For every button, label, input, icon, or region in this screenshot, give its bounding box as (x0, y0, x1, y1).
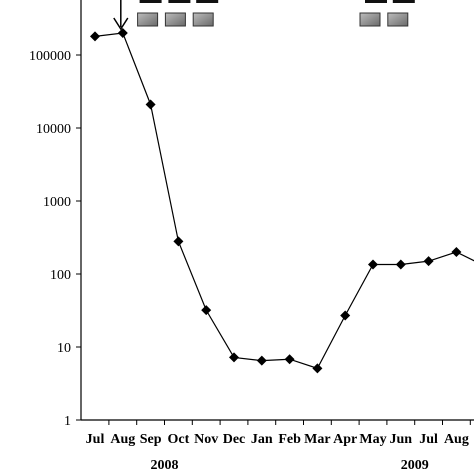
data-point-marker (368, 259, 378, 270)
data-point-marker (256, 355, 267, 366)
year-label: 2009 (401, 458, 429, 473)
data-point-marker (201, 305, 212, 316)
treatment-box (359, 12, 381, 27)
x-tick-label: Mar (304, 432, 330, 447)
data-point-marker (284, 354, 295, 365)
cutoff-label-fragment (365, 0, 387, 3)
data-point-marker (173, 236, 184, 247)
x-tick-label: Sep (140, 432, 162, 447)
y-tick-label: 1 (64, 414, 71, 429)
x-tick-label: Jul (86, 432, 105, 447)
x-tick-label: Jul (419, 432, 438, 447)
tick-labels: 1 10 100 1000 10000 100000 Jul Aug Sep Oct Nov Dec J… (29, 49, 469, 473)
x-tick-label: Dec (223, 432, 246, 447)
x-tick-label: Feb (278, 432, 301, 447)
data-point-marker (229, 352, 239, 363)
year-label: 2008 (151, 458, 179, 473)
y-tick-label: 1000 (43, 195, 71, 210)
data-point-marker (145, 99, 156, 110)
treatment-box (192, 12, 214, 27)
x-tick-label: Nov (194, 432, 218, 447)
data-point-marker (423, 256, 434, 267)
data-point-marker (451, 247, 462, 258)
arrow-head (113, 17, 129, 31)
data-point-marker (395, 259, 406, 270)
cutoff-label-fragment (168, 0, 191, 3)
data-point-marker (312, 363, 323, 374)
data-series (90, 28, 474, 374)
cutoff-label-fragment (196, 0, 219, 3)
x-tick-label: Oct (168, 432, 190, 447)
axes (76, 0, 474, 425)
annotation-layer (113, 0, 415, 31)
cutoff-label-fragment (392, 0, 415, 3)
treatment-box (387, 12, 409, 27)
x-tick-label: Aug (110, 432, 135, 447)
x-tick-label: Jan (251, 432, 273, 447)
treatment-box (164, 12, 186, 27)
data-point-marker (340, 310, 351, 321)
treatment-box (137, 12, 159, 27)
cutoff-label-fragment (139, 0, 162, 3)
data-point-marker (90, 31, 100, 42)
x-tick-label: Aug (444, 432, 469, 447)
x-tick-label: Apr (333, 432, 357, 447)
data-point-marker (117, 28, 128, 39)
y-tick-label: 10 (57, 341, 71, 356)
series-line (94, 32, 474, 370)
y-tick-label: 100 (50, 268, 71, 283)
x-tick-label: Jun (390, 432, 413, 447)
x-tick-label: May (359, 432, 386, 447)
y-tick-label: 10000 (36, 122, 71, 137)
y-tick-label: 100000 (29, 49, 71, 64)
